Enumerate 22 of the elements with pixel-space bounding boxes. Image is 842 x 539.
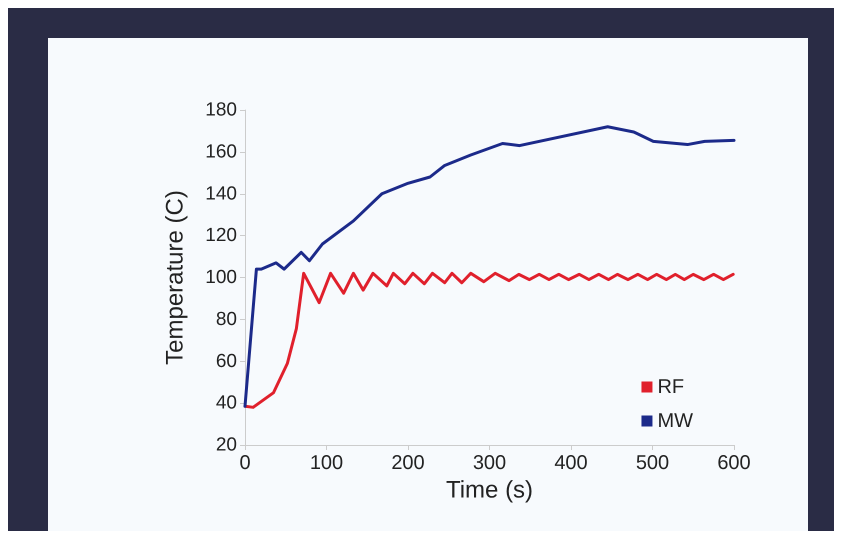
line-series [244,125,736,408]
x-tick-label: 400 [554,452,588,474]
x-tick-label: 600 [717,452,751,474]
x-axis-title: Time (s) [446,476,534,504]
line-series [244,272,735,409]
y-tick-label: 160 [205,141,237,162]
x-tick-label: 100 [310,452,344,474]
y-tick-label: 140 [205,183,237,204]
y-tick-label: 100 [205,267,237,288]
legend-label: MW [657,410,694,432]
y-tick-label: 40 [216,392,237,414]
y-tick-label: 80 [216,308,237,330]
x-tick-label: 0 [239,452,251,474]
y-tick-label: 120 [205,225,237,246]
y-tick-label: 180 [205,100,237,120]
y-tick-label: 20 [216,434,237,456]
legend-label: RF [657,376,684,398]
y-tick-label: 60 [216,350,237,372]
y-axis-title: Temperature (C) [162,190,188,365]
x-tick-label: 300 [472,452,506,474]
x-tick-label: 200 [391,452,425,474]
x-tick-label: 500 [636,452,670,474]
